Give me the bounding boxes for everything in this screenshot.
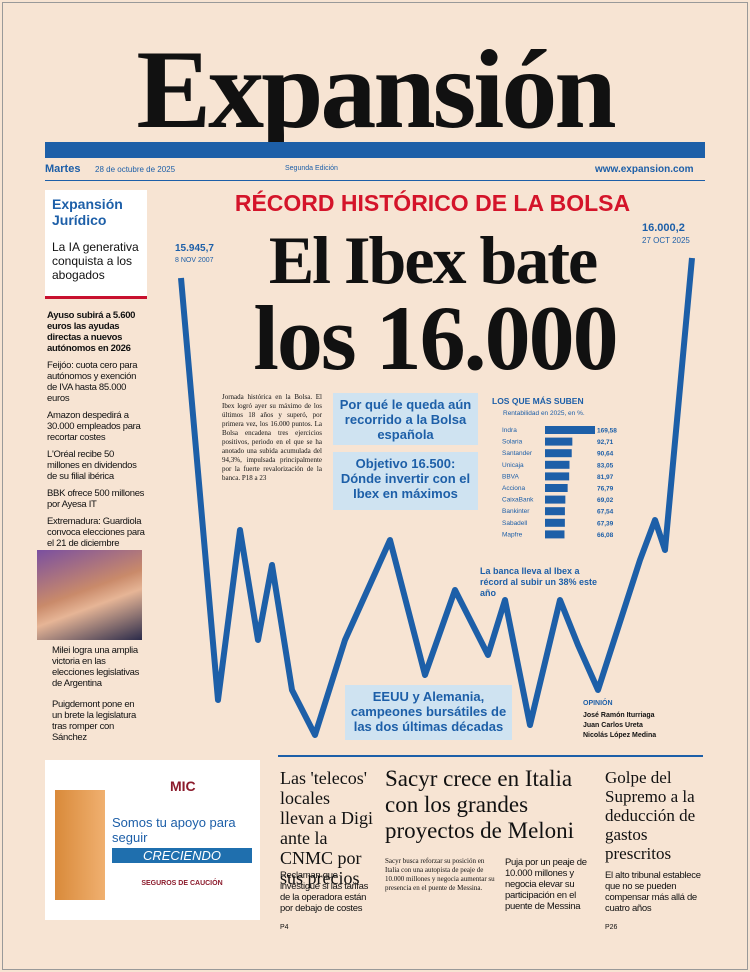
kicker: RÉCORD HISTÓRICO DE LA BOLSA: [234, 190, 631, 216]
bar-value: 90,64: [597, 451, 614, 458]
bar: [545, 530, 565, 539]
bar-value: 76,79: [597, 486, 614, 493]
photo: [37, 550, 142, 640]
bar: [545, 484, 568, 492]
sidebar-item: Milei logra una amplia victoria en las e…: [52, 645, 140, 689]
sidebar-item: BBK ofrece 500 millones por Ayesa IT: [47, 488, 145, 510]
bar-value: 81,97: [597, 474, 614, 481]
opinion-author: Nicolás López Medina: [583, 732, 657, 739]
article-2-note: Puja por un peaje de 10.000 millones y n…: [505, 857, 587, 912]
url: www.expansion.com: [595, 164, 694, 175]
bar-chart-subtitle: Rentabilidad en 2025, en %.: [503, 410, 585, 417]
opinion-author: Juan Carlos Ureta: [583, 722, 643, 729]
ad-brand: MIC: [170, 778, 196, 794]
bar-chart-title: LOS QUE MÁS SUBEN: [492, 396, 584, 406]
ad-image: [55, 790, 105, 900]
bar: [545, 460, 570, 469]
bar-label: Solaria: [502, 439, 523, 446]
bottom-rule: [278, 755, 703, 757]
box-3: EEUU y Alemania, campeones bursátiles de…: [345, 685, 512, 740]
headline-2: los 16.000: [253, 287, 618, 389]
bar: [545, 495, 566, 504]
sidebar-item: Feijóo: cuota cero para autónomos y exen…: [47, 360, 138, 404]
bar-label: Bankinter: [502, 508, 530, 515]
article-1-title: Las 'telecos' locales llevan a Digi ante…: [280, 768, 373, 888]
bar-label: CaixaBank: [502, 497, 534, 504]
supplement-title: Expansión Jurídico: [52, 196, 123, 228]
masthead-bar: [45, 142, 705, 158]
end-value: 16.000,2: [642, 222, 685, 234]
sidebar-list-2: Milei logra una amplia victoria en las e…: [52, 645, 144, 753]
ad-line-1: Somos tu apoyo para seguir: [112, 815, 236, 845]
supplement-text: La IA generativa conquista a los abogado…: [52, 240, 139, 282]
article-3-page: P26: [605, 924, 618, 931]
article-1-text: Reclaman que investigue si las tarifas d…: [280, 870, 369, 914]
date: 28 de octubre de 2025: [95, 165, 176, 174]
bar-label: Mapfre: [502, 531, 523, 538]
bar: [545, 449, 572, 458]
bar-label: Indra: [502, 427, 517, 434]
ad-line-2: CRECIENDO: [112, 848, 252, 863]
note: La banca lleva al Ibex a récord al subir…: [480, 566, 598, 598]
bar-value: 92,71: [597, 439, 614, 446]
bar: [545, 518, 565, 527]
bar-label: Acciona: [502, 485, 526, 492]
box-2: Objetivo 16.500: Dónde invertir con el I…: [333, 452, 478, 510]
bar-value: 67,54: [597, 509, 614, 516]
article-3-title: Golpe del Supremo a la deducción de gast…: [605, 768, 696, 863]
bar-label: Santander: [502, 450, 533, 457]
bar-label: BBVA: [502, 473, 520, 480]
box-1: Por qué le queda aún recorrido a la Bols…: [333, 393, 478, 445]
ad-line-3: SEGUROS DE CAUCIÓN: [141, 880, 223, 887]
bar: [545, 507, 565, 516]
bar: [545, 472, 570, 481]
bar-value: 66,08: [597, 532, 614, 539]
opinion-author: José Ramón Iturriaga: [583, 712, 655, 719]
sidebar-item: L'Oréal recibe 50 millones en dividendos…: [47, 449, 137, 482]
lead-text: Jornada histórica en la Bolsa. El Ibex l…: [222, 393, 322, 482]
bar-value: 83,05: [597, 462, 614, 469]
bar: [545, 437, 573, 446]
bar-value: 69,02: [597, 497, 614, 504]
end-date: 27 OCT 2025: [642, 236, 690, 245]
bar: [545, 426, 595, 434]
article-3-text: El alto tribunal establece que no se pue…: [605, 870, 701, 914]
opinion-label: OPINIÓN: [583, 700, 613, 707]
article-2-title: Sacyr crece en Italia con los grandes pr…: [385, 766, 575, 843]
article-1-page: P4: [280, 924, 289, 931]
edition: Segunda Edición: [285, 165, 338, 172]
bar-chart: Indra 169,58 Solaria 92,71 Santander 90,64 Uni…: [502, 426, 617, 539]
ibex-line: [178, 257, 695, 738]
day: Martes: [45, 163, 81, 175]
sidebar-item: Extremadura: Guardiola convoca eleccione…: [47, 516, 145, 549]
opinion-list: José Ramón Iturriaga Juan Carlos Ureta Nic…: [583, 711, 693, 741]
sidebar-list: Ayuso subirá a 5.600 euros las ayudas di…: [47, 310, 147, 555]
bar-value: 169,58: [597, 428, 617, 435]
start-date: 8 NOV 2007: [175, 257, 214, 264]
bar-label: Sabadell: [502, 520, 528, 527]
masthead-title: Expansión: [136, 28, 616, 152]
sidebar-item: Ayuso subirá a 5.600 euros las ayudas di…: [47, 310, 136, 354]
sidebar-item: Amazon despedirá a 30.000 empleados para…: [47, 410, 141, 443]
headline-1: El Ibex bate: [268, 222, 598, 298]
rule: [45, 180, 705, 181]
bar-label: Unicaja: [502, 462, 524, 469]
start-value: 15.945,7: [175, 243, 214, 254]
sidebar-item: Puigdemont pone en un brete la legislatu…: [52, 699, 136, 743]
supplement-box: [45, 190, 147, 299]
bar-value: 67,39: [597, 520, 614, 527]
article-2-text: Sacyr busca reforzar su posición en Ital…: [385, 857, 495, 892]
